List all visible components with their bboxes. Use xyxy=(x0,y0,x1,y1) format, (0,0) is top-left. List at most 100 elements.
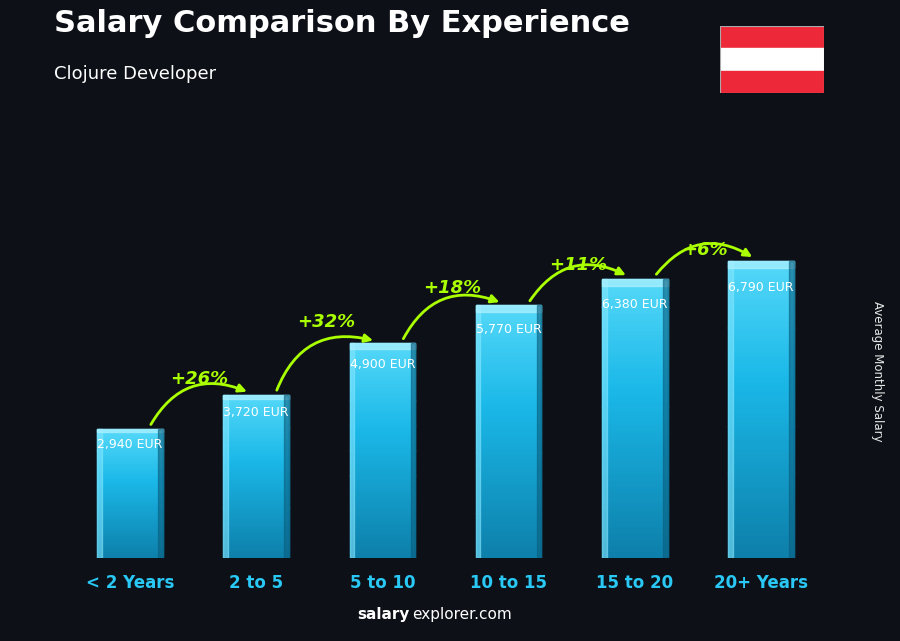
Bar xyxy=(602,395,668,397)
Bar xyxy=(223,426,289,428)
Bar xyxy=(349,508,415,510)
Bar xyxy=(476,538,542,541)
Bar xyxy=(349,476,415,478)
Bar xyxy=(476,395,542,398)
Bar xyxy=(728,501,794,503)
Bar xyxy=(97,490,163,491)
Bar xyxy=(223,485,289,486)
Bar xyxy=(349,447,415,449)
Bar xyxy=(663,279,668,558)
Bar xyxy=(728,533,794,535)
Bar xyxy=(223,456,289,457)
Bar xyxy=(349,390,415,392)
Bar xyxy=(476,305,542,308)
Bar xyxy=(476,318,542,320)
Bar xyxy=(476,499,542,501)
Bar xyxy=(602,529,668,532)
Bar xyxy=(476,507,542,510)
Bar xyxy=(728,406,794,409)
Bar xyxy=(476,503,542,505)
Bar xyxy=(223,452,289,453)
Bar xyxy=(97,556,163,558)
Bar xyxy=(97,512,163,513)
Bar xyxy=(476,372,542,375)
Bar xyxy=(476,478,542,480)
Bar xyxy=(349,483,415,485)
Bar xyxy=(223,553,289,554)
Bar xyxy=(97,448,163,449)
Bar xyxy=(602,513,668,516)
Bar xyxy=(223,476,289,478)
Bar xyxy=(223,480,289,482)
Bar xyxy=(97,508,163,510)
Bar xyxy=(223,404,289,406)
Bar xyxy=(728,530,794,533)
Bar xyxy=(349,354,415,356)
Bar xyxy=(476,549,542,551)
Bar xyxy=(97,551,163,553)
Bar xyxy=(476,495,542,497)
Bar xyxy=(349,503,415,504)
Bar xyxy=(476,333,542,335)
Bar xyxy=(476,518,542,520)
Bar xyxy=(602,358,668,360)
Bar xyxy=(728,317,794,320)
Bar xyxy=(349,531,415,533)
Bar xyxy=(97,503,163,504)
Bar xyxy=(223,474,289,475)
Bar xyxy=(223,513,289,514)
Bar xyxy=(223,501,289,502)
Bar xyxy=(97,433,163,435)
Bar xyxy=(97,545,163,546)
Bar xyxy=(728,385,794,387)
Bar xyxy=(97,456,163,457)
Bar xyxy=(476,537,542,538)
Bar xyxy=(476,436,542,438)
Bar xyxy=(223,491,289,492)
Bar xyxy=(349,385,415,387)
Bar xyxy=(97,462,163,463)
Bar xyxy=(728,300,794,303)
Bar xyxy=(349,422,415,424)
Bar xyxy=(349,524,415,526)
Bar xyxy=(349,411,415,413)
Bar xyxy=(223,428,289,429)
Bar xyxy=(97,533,163,534)
Bar xyxy=(728,513,794,515)
Bar xyxy=(349,403,415,404)
Bar xyxy=(476,360,542,362)
Text: Salary Comparison By Experience: Salary Comparison By Experience xyxy=(54,10,630,38)
Bar xyxy=(349,529,415,531)
Bar xyxy=(223,538,289,540)
Bar xyxy=(223,395,228,558)
Bar xyxy=(602,302,668,304)
Bar xyxy=(728,515,794,518)
Bar xyxy=(728,296,794,298)
Bar xyxy=(476,419,542,421)
Bar xyxy=(602,539,668,542)
Bar xyxy=(728,276,794,278)
Bar xyxy=(476,484,542,486)
Bar xyxy=(97,554,163,556)
Bar xyxy=(349,554,415,556)
Bar xyxy=(97,483,163,484)
Bar xyxy=(602,486,668,488)
Bar xyxy=(97,446,163,447)
Bar xyxy=(602,376,668,379)
Bar xyxy=(97,471,163,472)
Bar xyxy=(223,448,289,449)
Bar xyxy=(97,447,163,448)
Bar xyxy=(476,341,542,343)
Bar xyxy=(97,530,163,531)
Bar xyxy=(349,349,415,351)
Bar xyxy=(349,490,415,492)
Bar xyxy=(223,442,289,444)
Bar xyxy=(97,546,163,547)
Bar xyxy=(728,439,794,442)
Bar xyxy=(476,535,542,537)
Bar xyxy=(728,402,794,404)
Bar xyxy=(97,457,163,458)
Bar xyxy=(728,313,794,315)
Bar xyxy=(476,510,542,512)
Bar xyxy=(728,365,794,367)
